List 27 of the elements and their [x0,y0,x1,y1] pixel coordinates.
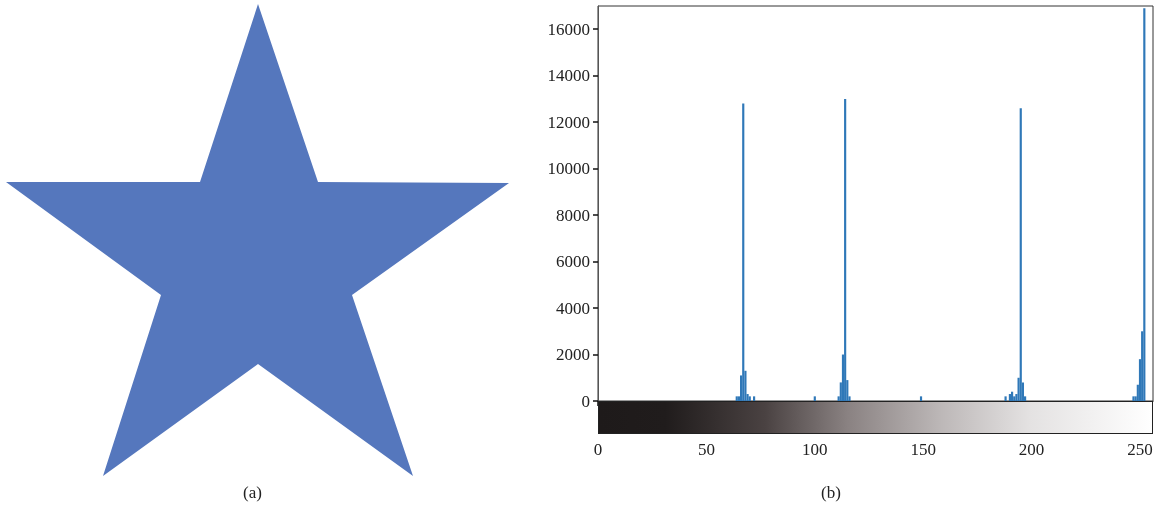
y-tick-label: 8000 [556,205,590,225]
bar [1143,8,1146,401]
x-tick-label: 200 [1018,440,1045,459]
y-tick-label: 14000 [547,66,590,86]
bar [742,103,745,401]
text: (a) [243,483,262,502]
bar [753,396,756,401]
y-tick-label: 4000 [556,298,590,318]
y-tick-label: 6000 [556,252,590,272]
x-tick-label: 100 [802,440,828,459]
x-tick-label: 250 [1127,440,1153,459]
y-tick-label: 10000 [547,159,590,179]
bar [1011,391,1014,401]
bar [844,98,847,401]
bar [1008,394,1011,401]
bar [1004,396,1007,401]
y-tick-label: 2000 [556,345,590,365]
x-tick-label: 150 [910,440,936,459]
bar [1019,108,1022,401]
x-tick-label: 0 [593,440,603,459]
y-tick-label: 16000 [547,19,590,39]
x-tick-label: 50 [697,440,715,459]
y-tick-label: 12000 [547,112,590,132]
y-tick-label: 0 [581,391,590,411]
text: (b) [821,483,841,502]
bar [813,396,816,401]
bar [919,396,923,401]
